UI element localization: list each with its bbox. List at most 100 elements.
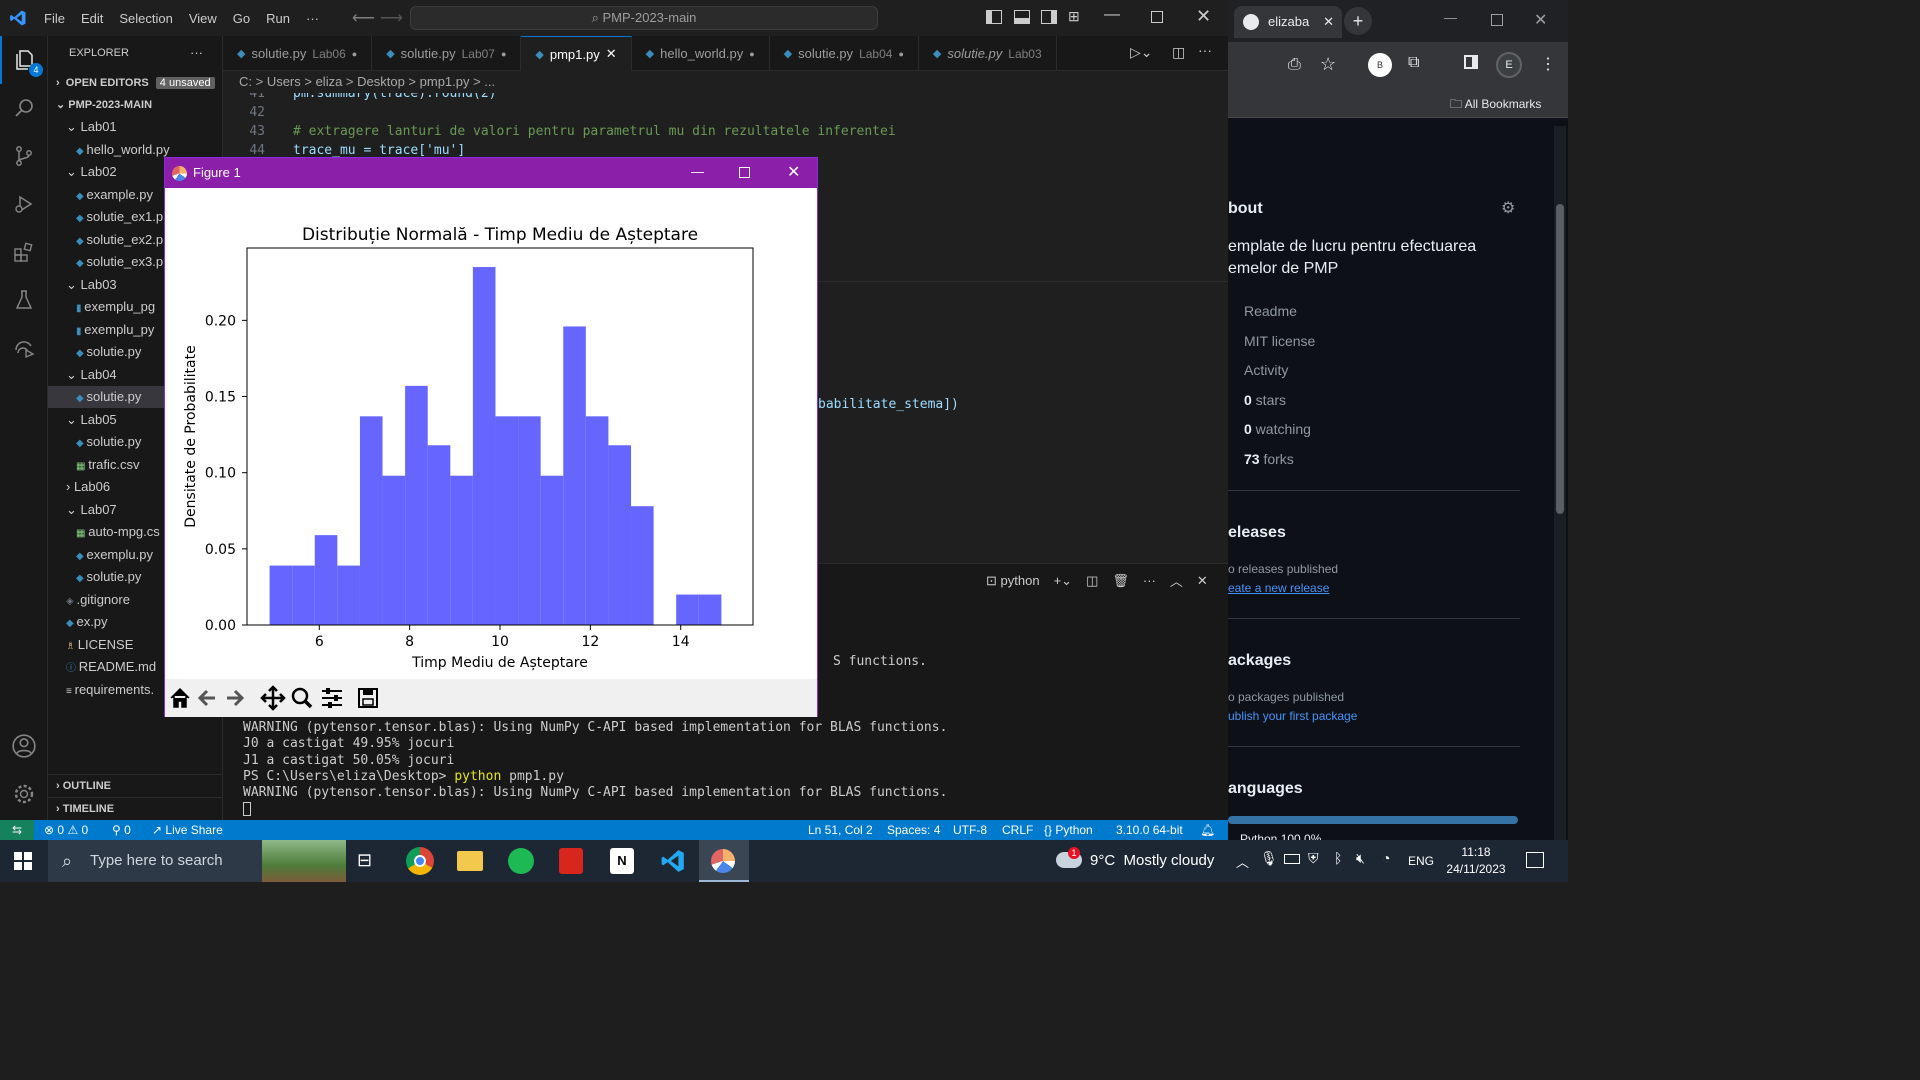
tree-item[interactable]: ◆ solutie_ex1.p [48,206,222,228]
volume-muted-icon[interactable]: 🔇︎ [1356,850,1365,866]
task-view-icon[interactable]: ⊟ [357,850,373,870]
menu-1[interactable]: Edit [80,10,104,26]
extensions-puzzle-icon[interactable]: ⧉ [1408,54,1420,71]
install-app-icon[interactable]: ⎙ [1288,56,1301,73]
profile-b-avatar[interactable]: B [1368,53,1392,77]
notification-center-icon[interactable] [1526,852,1544,868]
command-center[interactable]: ⌕ PMP-2023-main [410,6,878,30]
notion-icon[interactable]: N [610,848,634,874]
explorer-icon[interactable]: 4 [0,36,48,84]
close-panel-icon[interactable]: ✕ [1196,572,1208,588]
taskbar-search-box[interactable]: ⌕ Type here to search [48,840,346,882]
terminal-tab[interactable]: ⊡ python [986,572,1040,588]
figure-close-button[interactable]: ✕ [787,164,801,181]
chrome-menu-icon[interactable]: ⋮ [1540,56,1556,73]
tree-item[interactable]: ◆ example.py [48,184,222,206]
weather-widget[interactable]: 9°C Mostly cloudy [1090,852,1215,869]
minimize-button[interactable]: — [1104,6,1120,23]
tree-item[interactable]: ⌄ Lab07 [48,499,222,521]
tree-item[interactable]: ⌄ Lab03 [48,274,222,296]
python-figure-taskbar-button[interactable] [699,840,749,882]
profile-e-avatar[interactable]: E [1496,52,1522,78]
editor-tab[interactable]: ◆ solutie.py Lab06 ● [223,36,373,71]
tree-item[interactable]: ◆ ex.py [48,611,222,633]
figure-titlebar[interactable]: Figure 1 — ✕ [165,158,817,188]
packages-heading[interactable]: ackages [1228,652,1292,669]
battery-icon[interactable] [1284,854,1300,864]
unsaved-dot-icon[interactable]: ● [898,48,904,59]
vscode-taskbar-icon[interactable] [660,848,686,877]
tree-item[interactable]: ◆ solutie.py [48,431,222,453]
editor-tab[interactable]: ◆ solutie.py Lab04 ● [770,36,919,71]
repo-link-book[interactable]: Readme [1244,303,1297,319]
python-interpreter[interactable]: 3.10.0 64-bit [1116,823,1183,837]
side-panel-icon[interactable] [1464,55,1478,69]
menu-0[interactable]: File [44,10,65,26]
menu-6[interactable]: ··· [306,10,319,26]
zoom-icon[interactable] [291,687,313,709]
browser-maximize-button[interactable] [1491,14,1503,26]
spotify-icon[interactable] [508,848,534,874]
ports-indicator[interactable]: ⚲ 0 [112,823,131,837]
source-control-icon[interactable] [0,132,48,180]
tree-item[interactable]: ▦ trafic.csv [48,454,222,476]
chrome-taskbar-icon[interactable] [406,847,434,875]
tree-item[interactable]: ◆ solutie.py [48,566,222,588]
manage-gear-icon[interactable] [0,770,48,818]
repo-link-fork[interactable]: 73 forks [1244,451,1294,467]
editor-tab[interactable]: ◆ solutie.py Lab03 [919,36,1057,71]
new-tab-button[interactable]: + [1344,7,1372,35]
tree-item[interactable]: ◆ hello_world.py [48,139,222,161]
nav-forward-icon[interactable]: ⟶ [380,10,403,27]
panel-more-icon[interactable]: ··· [1142,573,1156,588]
configure-subplots-icon[interactable] [322,688,342,708]
close-tab-icon[interactable]: ✕ [605,46,617,61]
nav-back-icon[interactable]: ⟵ [352,10,375,27]
tree-item[interactable]: ♗ LICENSE [48,634,222,656]
acrobat-icon[interactable] [559,848,583,874]
file-explorer-icon[interactable] [457,851,483,871]
tree-item[interactable]: ≡ requirements. [48,679,222,701]
tree-item[interactable]: ▮ exemplu_py [48,319,222,341]
tree-item[interactable]: ⌄ Lab04 [48,364,222,386]
create-release-link[interactable]: eate a new release [1228,581,1330,595]
windows-start-icon[interactable] [14,852,32,873]
browser-close-button[interactable]: ✕ [1534,12,1548,29]
tree-item[interactable]: › Lab06 [48,476,222,498]
unsaved-dot-icon[interactable]: ● [351,48,358,59]
browser-tab[interactable]: elizaba ✕ [1234,6,1342,38]
extensions-icon[interactable] [0,228,48,276]
toggle-sidebar-icon[interactable] [986,10,1002,24]
forward-arrow-icon[interactable] [227,689,245,707]
remote-indicator-icon[interactable]: ⇆ [0,820,34,840]
notifications-bell-icon[interactable]: 🔔︎ [1200,823,1216,837]
tree-item[interactable]: ⌄ Lab02 [48,161,222,183]
live-share-button[interactable]: ↗ Live Share [152,823,223,837]
close-button[interactable]: ✕ [1196,6,1212,26]
tree-item[interactable]: ◆ solutie_ex3.p [48,251,222,273]
figure-maximize-button[interactable] [739,167,750,178]
tree-item[interactable]: ⌄ Lab05 [48,409,222,431]
tree-item[interactable]: ◈ .gitignore [48,589,222,611]
scroll-thumb[interactable] [1556,204,1564,514]
new-terminal-icon[interactable]: +⌄ [1053,572,1073,588]
back-arrow-icon[interactable] [197,689,215,707]
workspace-section[interactable]: ⌄ PMP-2023-MAIN [48,94,222,116]
security-shield-icon[interactable]: ⛨ [1308,850,1319,866]
tree-item[interactable]: ▮ exemplu_pg [48,296,222,318]
tray-chevron-icon[interactable]: ︿ [1236,855,1250,870]
maximize-panel-icon[interactable]: ︿ [1169,574,1183,589]
browser-scrollbar[interactable] [1554,126,1566,840]
tree-item[interactable]: ◆ exemplu.py [48,544,222,566]
maximize-button[interactable] [1151,11,1163,23]
split-editor-icon[interactable]: ◫ [1172,44,1186,60]
unsaved-dot-icon[interactable]: ● [749,48,755,59]
open-editors-section[interactable]: › OPEN EDITORS 4 unsaved [48,72,222,94]
testing-icon[interactable] [0,276,48,324]
remote-explorer-icon[interactable] [0,324,48,372]
all-bookmarks[interactable]: 🗀 All Bookmarks [1450,97,1542,111]
cursor-position[interactable]: Ln 51, Col 2 [808,823,873,837]
toggle-secondary-sidebar-icon[interactable] [1041,10,1057,24]
split-terminal-icon[interactable]: ◫ [1086,572,1099,588]
matplotlib-figure-window[interactable]: Figure 1 — ✕ 6 8 10 12 14 0.00 0.05 0.10 0.15 0.2… [164,157,818,717]
